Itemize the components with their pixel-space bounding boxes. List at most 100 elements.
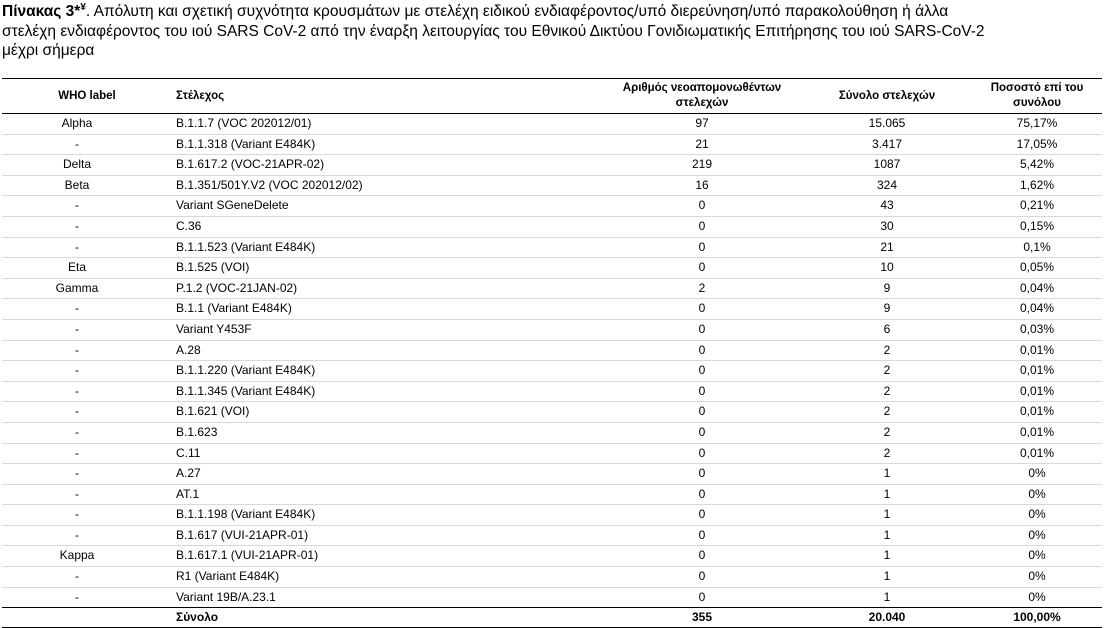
caption-line-3: μέχρι σήμερα — [2, 42, 95, 59]
strain-cell: B.1.1.198 (Variant E484K) — [172, 504, 602, 526]
table-row: - Variant Y453F 0 6 0,03% — [2, 319, 1102, 341]
total-strains-cell: 21 — [802, 237, 972, 259]
strain-cell: B.1.621 (VOI) — [172, 401, 602, 423]
new-isolated-cell: 97 — [602, 113, 802, 135]
strain-cell: B.1.1.220 (Variant E484K) — [172, 360, 602, 382]
strain-cell: B.1.617 (VUI-21APR-01) — [172, 525, 602, 547]
strain-cell: Variant 19B/A.23.1 — [172, 587, 602, 609]
new-isolated-cell: 0 — [602, 237, 802, 259]
strain-cell: C.36 — [172, 216, 602, 238]
percent-cell: 0,04% — [972, 278, 1102, 300]
total-who-cell — [2, 607, 172, 628]
strain-cell: C.11 — [172, 443, 602, 465]
percent-cell: 0,04% — [972, 298, 1102, 320]
table-row: Delta B.1.617.2 (VOC-21APR-02) 219 1087 5,42… — [2, 154, 1102, 176]
who-label-cell: - — [2, 319, 172, 341]
table-row: - R1 (Variant E484K) 0 1 0% — [2, 566, 1102, 588]
strain-cell: B.1.1.318 (Variant E484K) — [172, 134, 602, 156]
who-label-cell: Gamma — [2, 278, 172, 300]
who-label-cell: - — [2, 463, 172, 485]
total-strains-cell: 6 — [802, 319, 972, 341]
percent-cell: 0,21% — [972, 195, 1102, 217]
percent-cell: 0,1% — [972, 237, 1102, 259]
new-isolated-cell: 21 — [602, 134, 802, 156]
who-label-cell: - — [2, 237, 172, 259]
who-label-cell: - — [2, 134, 172, 156]
who-label-cell: - — [2, 443, 172, 465]
table-row: - A.28 0 2 0,01% — [2, 340, 1102, 362]
total-label: Σύνολο — [172, 607, 602, 628]
caption-text: . Απόλυτη και σχετική συχνότητα κρουσμάτ… — [85, 3, 949, 20]
percent-cell: 0,01% — [972, 422, 1102, 444]
total-strains-cell: 1 — [802, 587, 972, 609]
strain-cell: AT.1 — [172, 484, 602, 506]
total-strains-cell: 15.065 — [802, 113, 972, 135]
table-row: - B.1.1.198 (Variant E484K) 0 1 0% — [2, 504, 1102, 526]
percent-cell: 0% — [972, 566, 1102, 588]
percent-cell: 0,15% — [972, 216, 1102, 238]
total-strains-cell: 1 — [802, 545, 972, 568]
who-label-cell: Eta — [2, 257, 172, 279]
new-isolated-cell: 0 — [602, 443, 802, 465]
table-header-row: WHO label Στέλεχος Αριθμός νεοαπομονωθέν… — [2, 78, 1102, 114]
new-isolated-cell: 0 — [602, 401, 802, 423]
total-percent: 100,00% — [972, 607, 1102, 628]
new-isolated-cell: 0 — [602, 216, 802, 238]
who-label-cell: - — [2, 484, 172, 506]
percent-cell: 0% — [972, 587, 1102, 609]
who-label-cell: - — [2, 504, 172, 526]
new-isolated-cell: 219 — [602, 154, 802, 176]
percent-cell: 75,17% — [972, 113, 1102, 135]
total-strains-cell: 2 — [802, 340, 972, 362]
who-label-cell: - — [2, 422, 172, 444]
total-strains-cell: 3.417 — [802, 134, 972, 156]
percent-cell: 0% — [972, 545, 1102, 568]
total-strains-cell: 43 — [802, 195, 972, 217]
new-isolated-cell: 0 — [602, 463, 802, 485]
table-row: - B.1.1.220 (Variant E484K) 0 2 0,01% — [2, 360, 1102, 382]
who-label-cell: - — [2, 587, 172, 609]
percent-cell: 0,05% — [972, 257, 1102, 279]
table-row: - B.1.1.318 (Variant E484K) 21 3.417 17,05% — [2, 134, 1102, 156]
strain-cell: A.28 — [172, 340, 602, 362]
table-row: - B.1.1 (Variant E484K) 0 9 0,04% — [2, 298, 1102, 320]
header-strain: Στέλεχος — [172, 78, 602, 114]
total-strains-cell: 1 — [802, 504, 972, 526]
new-isolated-cell: 0 — [602, 257, 802, 279]
new-isolated-cell: 0 — [602, 484, 802, 506]
percent-cell: 17,05% — [972, 134, 1102, 156]
new-isolated-cell: 16 — [602, 175, 802, 197]
who-label-cell: - — [2, 340, 172, 362]
total-row: Σύνολο 355 20.040 100,00% — [2, 607, 1102, 628]
who-label-cell: Alpha — [2, 113, 172, 135]
total-strains-cell: 1 — [802, 566, 972, 588]
caption-label: Πίνακας 3*¥ — [2, 2, 86, 21]
total-strains-cell: 30 — [802, 216, 972, 238]
total-strains-cell: 2 — [802, 360, 972, 382]
table-row: - B.1.623 0 2 0,01% — [2, 422, 1102, 444]
new-isolated-cell: 0 — [602, 566, 802, 588]
strain-cell: Variant Y453F — [172, 319, 602, 341]
header-new-isolated: Αριθμός νεοαπομονωθέντων στελεχών — [602, 78, 802, 114]
who-label-cell: - — [2, 360, 172, 382]
total-strains-cell: 2 — [802, 381, 972, 403]
table-row: - B.1.1.345 (Variant E484K) 0 2 0,01% — [2, 381, 1102, 403]
strain-cell: Variant SGeneDelete — [172, 195, 602, 217]
strain-cell: B.1.617.2 (VOC-21APR-02) — [172, 154, 602, 176]
who-label-cell: Delta — [2, 154, 172, 176]
strain-cell: B.1.1 (Variant E484K) — [172, 298, 602, 320]
table-row: - Variant 19B/A.23.1 0 1 0% — [2, 587, 1102, 609]
variants-table: WHO label Στέλεχος Αριθμός νεοαπομονωθέν… — [2, 78, 1102, 628]
table-body: Alpha B.1.1.7 (VOC 202012/01) 97 15.065 75,1… — [2, 113, 1102, 609]
table-row: - A.27 0 1 0% — [2, 463, 1102, 485]
total-new-isolated: 355 — [602, 607, 802, 628]
table-row: Gamma P.1.2 (VOC-21JAN-02) 2 9 0,04% — [2, 278, 1102, 300]
who-label-cell: - — [2, 298, 172, 320]
who-label-cell: - — [2, 381, 172, 403]
who-label-cell: Kappa — [2, 545, 172, 568]
header-percent: Ποσοστό επί του συνόλου — [972, 78, 1102, 114]
total-strains-cell: 1 — [802, 525, 972, 547]
new-isolated-cell: 0 — [602, 381, 802, 403]
table-row: - B.1.621 (VOI) 0 2 0,01% — [2, 401, 1102, 423]
new-isolated-cell: 0 — [602, 504, 802, 526]
